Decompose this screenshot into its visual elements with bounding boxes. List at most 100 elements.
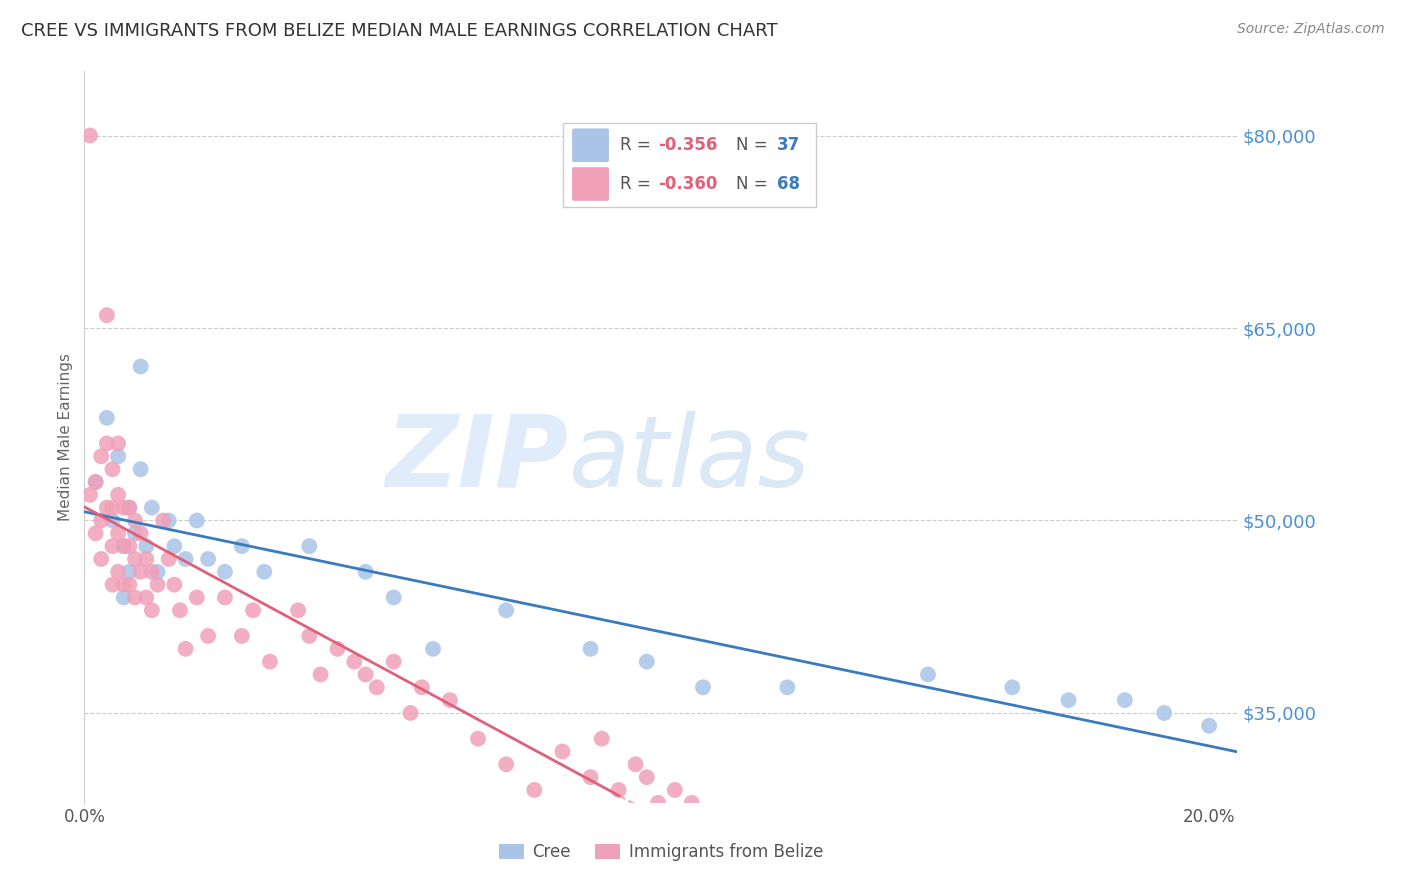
Point xyxy=(79,488,101,502)
Point xyxy=(96,436,118,450)
Point xyxy=(84,475,107,489)
Point xyxy=(157,552,180,566)
Point xyxy=(354,667,377,681)
Text: -0.360: -0.360 xyxy=(658,175,718,193)
Point xyxy=(84,475,107,489)
Point xyxy=(124,591,146,605)
Text: ZIP: ZIP xyxy=(385,410,568,508)
Point xyxy=(79,128,101,143)
Point xyxy=(551,744,574,758)
Point xyxy=(354,565,377,579)
Text: CREE VS IMMIGRANTS FROM BELIZE MEDIAN MALE EARNINGS CORRELATION CHART: CREE VS IMMIGRANTS FROM BELIZE MEDIAN MA… xyxy=(21,22,778,40)
Point xyxy=(141,565,163,579)
Point xyxy=(101,514,124,528)
Point xyxy=(118,539,141,553)
Point xyxy=(96,500,118,515)
Point xyxy=(135,591,157,605)
Point xyxy=(214,565,236,579)
Point xyxy=(692,681,714,695)
Point xyxy=(1001,681,1024,695)
Point xyxy=(467,731,489,746)
Point xyxy=(163,539,186,553)
Point xyxy=(129,526,152,541)
Point xyxy=(118,565,141,579)
Point xyxy=(366,681,388,695)
Point xyxy=(197,629,219,643)
Text: R =: R = xyxy=(620,175,657,193)
FancyBboxPatch shape xyxy=(562,122,817,207)
Point xyxy=(101,500,124,515)
Point xyxy=(112,591,135,605)
Point xyxy=(90,514,112,528)
Point xyxy=(84,526,107,541)
Point xyxy=(186,514,208,528)
Point xyxy=(253,565,276,579)
Point xyxy=(107,565,129,579)
Point xyxy=(523,783,546,797)
Point xyxy=(107,450,129,464)
Point xyxy=(579,641,602,656)
Point xyxy=(124,526,146,541)
Point xyxy=(124,552,146,566)
Point xyxy=(152,514,174,528)
Point xyxy=(607,783,630,797)
Point xyxy=(197,552,219,566)
Point xyxy=(422,641,444,656)
Point xyxy=(624,757,647,772)
Point xyxy=(647,796,669,810)
Point xyxy=(664,783,686,797)
Point xyxy=(112,577,135,591)
Point xyxy=(174,641,197,656)
Point xyxy=(636,770,658,784)
Point xyxy=(298,539,321,553)
Point xyxy=(107,488,129,502)
Point xyxy=(101,539,124,553)
Point xyxy=(146,565,169,579)
Point xyxy=(917,667,939,681)
Text: atlas: atlas xyxy=(568,410,810,508)
Point xyxy=(326,641,349,656)
Point xyxy=(112,539,135,553)
Point xyxy=(259,655,281,669)
Point xyxy=(382,591,405,605)
Y-axis label: Median Male Earnings: Median Male Earnings xyxy=(58,353,73,521)
Text: N =: N = xyxy=(735,136,773,154)
Point xyxy=(1114,693,1136,707)
Point xyxy=(231,539,253,553)
Point xyxy=(124,514,146,528)
Point xyxy=(776,681,799,695)
Text: Source: ZipAtlas.com: Source: ZipAtlas.com xyxy=(1237,22,1385,37)
Point xyxy=(439,693,461,707)
Point xyxy=(146,577,169,591)
Point xyxy=(399,706,422,720)
Point xyxy=(1153,706,1175,720)
Point xyxy=(101,462,124,476)
Point xyxy=(96,410,118,425)
Point xyxy=(163,577,186,591)
Point xyxy=(382,655,405,669)
FancyBboxPatch shape xyxy=(572,128,609,162)
Point xyxy=(591,731,613,746)
Point xyxy=(636,655,658,669)
Point xyxy=(141,500,163,515)
Point xyxy=(141,603,163,617)
Point xyxy=(129,359,152,374)
Point xyxy=(129,462,152,476)
Text: 37: 37 xyxy=(778,136,800,154)
Point xyxy=(298,629,321,643)
Point xyxy=(242,603,264,617)
Point xyxy=(118,577,141,591)
Point xyxy=(90,450,112,464)
Point xyxy=(157,514,180,528)
Point xyxy=(129,565,152,579)
Point xyxy=(112,539,135,553)
Point xyxy=(169,603,191,617)
Text: 68: 68 xyxy=(778,175,800,193)
Point xyxy=(287,603,309,617)
Point xyxy=(107,526,129,541)
Point xyxy=(1057,693,1080,707)
Point xyxy=(118,500,141,515)
Point xyxy=(90,552,112,566)
Text: -0.356: -0.356 xyxy=(658,136,718,154)
Point xyxy=(135,552,157,566)
